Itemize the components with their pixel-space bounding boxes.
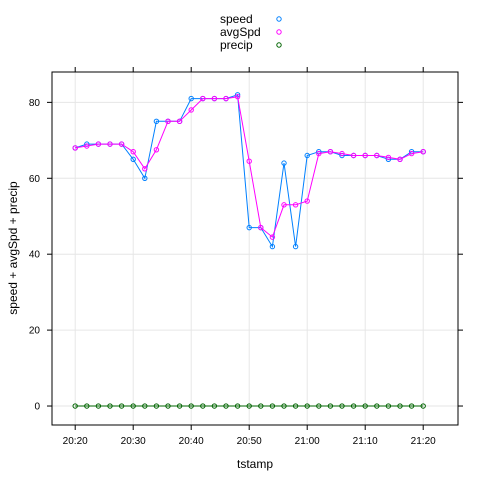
- precip-point: [211, 403, 218, 409]
- legend-label-avgSpd: avgSpd: [220, 25, 261, 39]
- precip-point: [304, 403, 310, 409]
- precip-point: [165, 403, 171, 409]
- y-tick-label: 60: [29, 174, 41, 185]
- precip-point: [223, 403, 229, 409]
- avgSpd-point: [130, 149, 136, 155]
- precip-point: [95, 403, 102, 409]
- grid: [52, 72, 458, 425]
- x-tick-label: 20:30: [121, 436, 146, 447]
- y-tick-label: 20: [29, 326, 41, 337]
- speed-point: [281, 160, 287, 166]
- avgSpd-point: [269, 234, 276, 240]
- avgSpd-point: [362, 152, 368, 159]
- speed-point: [246, 224, 252, 231]
- avgSpd-point: [304, 198, 310, 204]
- speed-point: [304, 152, 310, 159]
- x-tick-label: 21:10: [353, 436, 378, 447]
- precip-point: [118, 403, 125, 409]
- avgSpd-point: [234, 93, 241, 100]
- avgSpd-point: [374, 152, 380, 159]
- avgSpd-point: [188, 107, 194, 113]
- avgSpd-point: [200, 95, 206, 102]
- precip-point: [374, 403, 380, 409]
- avgSpd-point: [211, 95, 218, 102]
- x-tick-label: 20:40: [179, 436, 204, 447]
- avgSpd-point: [84, 143, 90, 149]
- legend-label-precip: precip: [220, 38, 253, 52]
- avgSpd-point: [176, 118, 183, 125]
- x-tick-label: 21:00: [295, 436, 320, 447]
- x-tick-label: 21:20: [411, 436, 436, 447]
- precip-point: [316, 403, 322, 409]
- precip-point: [350, 403, 357, 409]
- avgSpd-point: [223, 95, 229, 102]
- precip-point: [72, 403, 78, 409]
- precip-point: [408, 403, 415, 409]
- precip-point: [258, 403, 264, 409]
- avgSpd-point: [246, 158, 252, 164]
- avgSpd-point: [339, 150, 345, 157]
- avgSpd-line: [75, 96, 424, 238]
- y-tick-label: 40: [29, 250, 41, 261]
- precip-point: [269, 403, 276, 409]
- precip-point: [385, 403, 392, 409]
- y-tick-label: 0: [34, 402, 40, 413]
- precip-point: [234, 403, 241, 409]
- x-axis-label: tstamp: [237, 457, 273, 471]
- precip-point: [153, 403, 160, 409]
- x-tick-label: 20:50: [237, 436, 262, 447]
- legend-marker-avgSpd: [276, 29, 282, 35]
- precip-point: [130, 403, 136, 409]
- precip-point: [397, 403, 403, 409]
- avgSpd-point: [281, 202, 287, 208]
- precip-point: [327, 403, 334, 409]
- precip-point: [246, 403, 252, 409]
- avgSpd-point: [327, 149, 334, 155]
- legend-marker-precip: [276, 42, 282, 48]
- avgSpd-point: [118, 141, 125, 147]
- legend-label-speed: speed: [220, 12, 253, 26]
- avgSpd-point: [165, 118, 171, 125]
- avgSpd-point: [95, 141, 102, 147]
- precip-point: [176, 403, 183, 409]
- y-axis-label: speed + avgSpd + precip: [6, 181, 20, 315]
- precip-point: [142, 403, 148, 409]
- precip-point: [362, 403, 368, 409]
- avgSpd-point: [107, 141, 113, 147]
- avgSpd-point: [153, 147, 160, 153]
- avgSpd-point: [258, 224, 264, 231]
- avgSpd-point: [397, 156, 403, 163]
- speed-point: [269, 243, 276, 250]
- speed-point: [142, 175, 148, 181]
- precip-point: [281, 403, 287, 409]
- avgSpd-point: [142, 166, 148, 172]
- x-tick-label: 20:20: [63, 436, 88, 447]
- speed-point: [292, 243, 299, 250]
- speed-point: [188, 95, 194, 102]
- axes: 20:20 20:30 20:40 20:50 21:00 21:10 21:20 0 20 40…: [29, 67, 463, 447]
- speed-point: [153, 118, 160, 125]
- y-tick-label: 80: [29, 98, 41, 109]
- series-layer: [72, 92, 426, 409]
- avgSpd-point: [350, 152, 357, 159]
- avgSpd-point: [72, 145, 78, 151]
- precip-point: [84, 403, 90, 409]
- precip-point: [339, 403, 345, 409]
- precip-point: [200, 403, 206, 409]
- precip-point: [188, 403, 194, 409]
- avgSpd-point: [385, 154, 392, 161]
- legend-marker-speed: [276, 16, 282, 22]
- speed-point: [130, 156, 136, 163]
- avgSpd-point: [420, 149, 426, 155]
- avgSpd-point: [316, 150, 322, 157]
- precip-point: [107, 403, 113, 409]
- precip-point: [292, 403, 299, 409]
- plot-frame: [51, 71, 459, 426]
- avgSpd-point: [292, 202, 299, 208]
- avgSpd-point: [408, 150, 415, 157]
- precip-point: [420, 403, 426, 409]
